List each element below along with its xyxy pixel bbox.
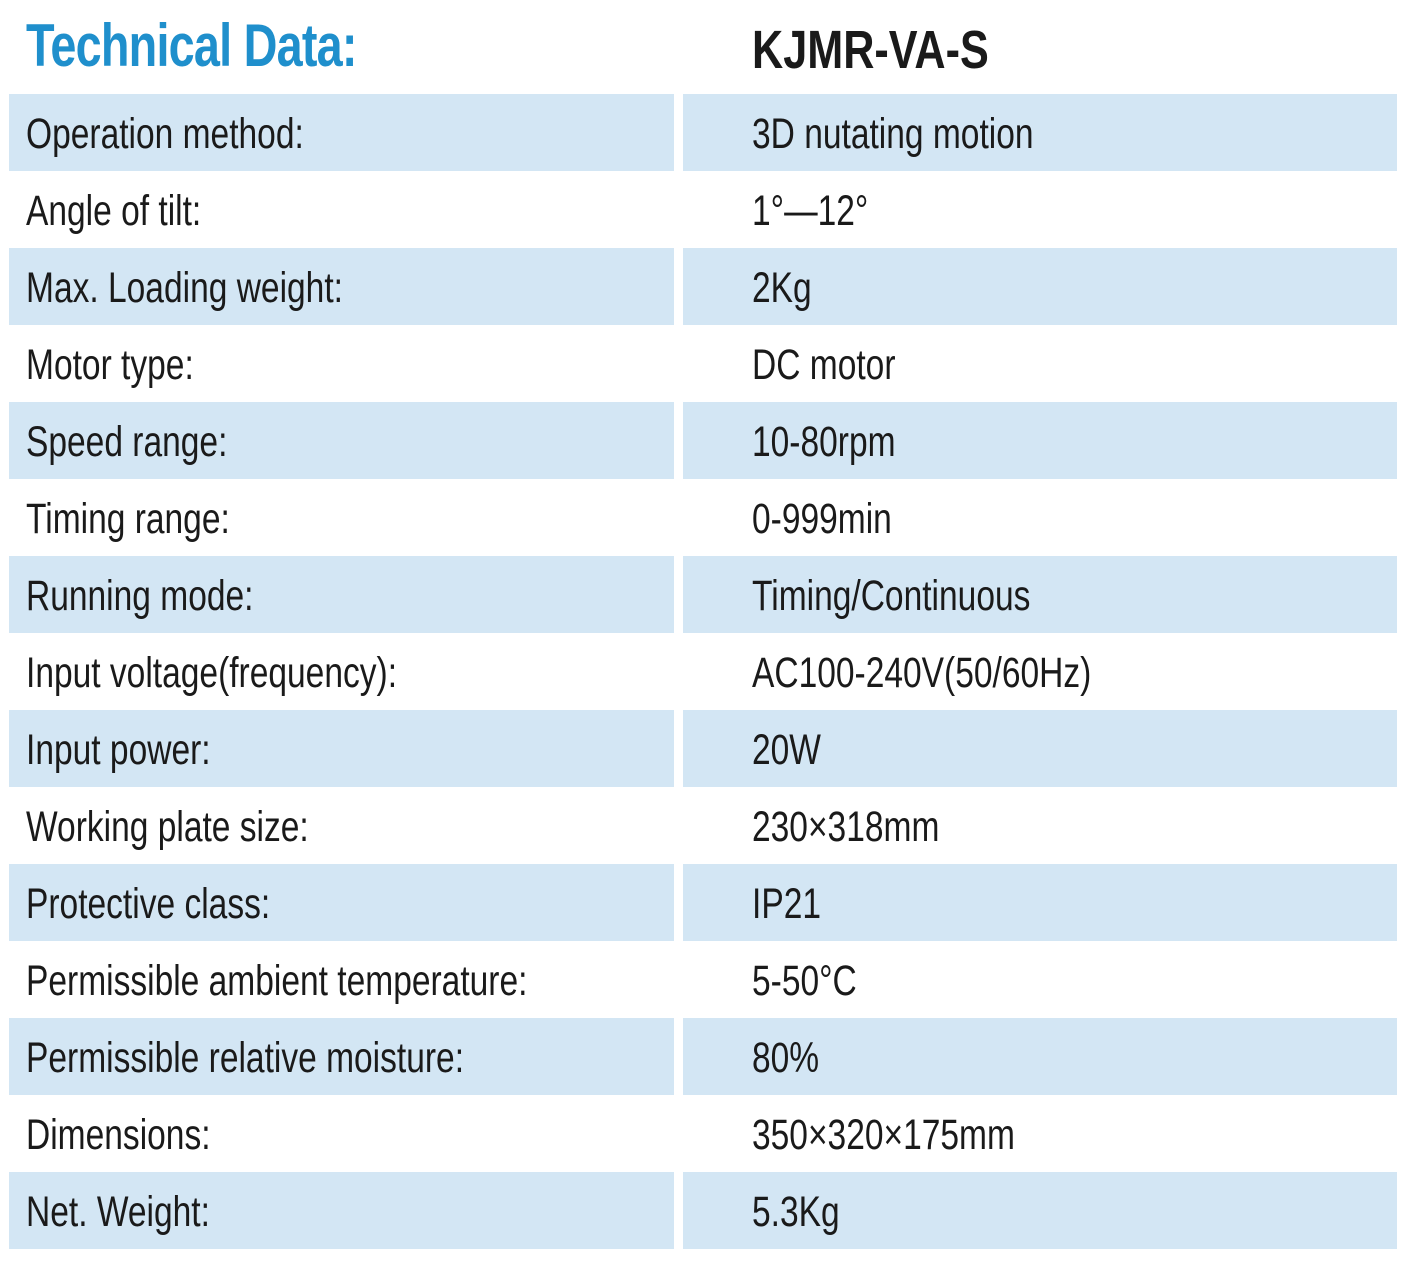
- spec-value: IP21: [752, 880, 822, 928]
- spec-table: Operation method: 3D nutating motion Ang…: [9, 94, 1397, 1249]
- spec-label-cell: Dimensions:: [9, 1095, 674, 1172]
- spec-value-cell: 0-999min: [683, 479, 1397, 556]
- spec-row-input-power: Input power: 20W: [9, 710, 1397, 787]
- spec-value-cell: 10-80rpm: [683, 402, 1397, 479]
- spec-value-cell: 350×320×175mm: [683, 1095, 1397, 1172]
- spec-label: Input voltage(frequency):: [26, 649, 398, 697]
- spec-row-dimensions: Dimensions: 350×320×175mm: [9, 1095, 1397, 1172]
- spec-label: Permissible relative moisture:: [26, 1034, 465, 1082]
- spec-label: Running mode:: [26, 572, 254, 620]
- spec-label: Motor type:: [26, 341, 194, 389]
- spec-value: 0-999min: [752, 495, 892, 543]
- spec-row-motor-type: Motor type: DC motor: [9, 325, 1397, 402]
- spec-value-cell: 5.3Kg: [683, 1172, 1397, 1249]
- spec-label: Timing range:: [26, 495, 230, 543]
- spec-value-cell: 5-50°C: [683, 941, 1397, 1018]
- spec-value-cell: 3D nutating motion: [683, 94, 1397, 171]
- spec-label: Dimensions:: [26, 1111, 211, 1159]
- spec-row-max-loading-weight: Max. Loading weight: 2Kg: [9, 248, 1397, 325]
- spec-value: 350×320×175mm: [752, 1111, 1015, 1159]
- spec-label-cell: Protective class:: [9, 864, 674, 941]
- spec-label-cell: Input power:: [9, 710, 674, 787]
- spec-label: Speed range:: [26, 418, 228, 466]
- spec-value: 5.3Kg: [752, 1188, 840, 1236]
- spec-label-cell: Permissible ambient temperature:: [9, 941, 674, 1018]
- spec-row-running-mode: Running mode: Timing/Continuous: [9, 556, 1397, 633]
- spec-row-operation-method: Operation method: 3D nutating motion: [9, 94, 1397, 171]
- spec-value: 230×318mm: [752, 803, 940, 851]
- spec-value: 20W: [752, 726, 821, 774]
- spec-label-cell: Net. Weight:: [9, 1172, 674, 1249]
- spec-label-cell: Working plate size:: [9, 787, 674, 864]
- spec-label: Permissible ambient temperature:: [26, 957, 528, 1005]
- spec-value: 10-80rpm: [752, 418, 896, 466]
- spec-label-cell: Input voltage(frequency):: [9, 633, 674, 710]
- spec-label-cell: Permissible relative moisture:: [9, 1018, 674, 1095]
- spec-label: Input power:: [26, 726, 211, 774]
- spec-row-angle-of-tilt: Angle of tilt: 1°—12°: [9, 171, 1397, 248]
- spec-value-cell: 2Kg: [683, 248, 1397, 325]
- spec-label-cell: Max. Loading weight:: [9, 248, 674, 325]
- spec-row-relative-moisture: Permissible relative moisture: 80%: [9, 1018, 1397, 1095]
- spec-label: Operation method:: [26, 110, 304, 158]
- spec-row-input-voltage: Input voltage(frequency): AC100-240V(50/…: [9, 633, 1397, 710]
- spec-value-cell: 20W: [683, 710, 1397, 787]
- spec-label: Angle of tilt:: [26, 187, 202, 235]
- spec-value: AC100-240V(50/60Hz): [752, 649, 1092, 697]
- spec-value: DC motor: [752, 341, 896, 389]
- spec-value: 3D nutating motion: [752, 110, 1034, 158]
- spec-value-cell: DC motor: [683, 325, 1397, 402]
- spec-value: 80%: [752, 1034, 820, 1082]
- spec-row-net-weight: Net. Weight: 5.3Kg: [9, 1172, 1397, 1249]
- spec-row-speed-range: Speed range: 10-80rpm: [9, 402, 1397, 479]
- spec-label: Protective class:: [26, 880, 271, 928]
- spec-label: Working plate size:: [26, 803, 309, 851]
- spec-label-cell: Motor type:: [9, 325, 674, 402]
- spec-label: Net. Weight:: [26, 1188, 210, 1236]
- spec-row-timing-range: Timing range: 0-999min: [9, 479, 1397, 556]
- spec-label-cell: Timing range:: [9, 479, 674, 556]
- spec-row-protective-class: Protective class: IP21: [9, 864, 1397, 941]
- spec-row-working-plate-size: Working plate size: 230×318mm: [9, 787, 1397, 864]
- spec-value: 1°—12°: [752, 187, 869, 235]
- spec-value-cell: 230×318mm: [683, 787, 1397, 864]
- spec-row-ambient-temperature: Permissible ambient temperature: 5-50°C: [9, 941, 1397, 1018]
- page-title: Technical Data:: [26, 12, 358, 79]
- spec-label: Max. Loading weight:: [26, 264, 343, 312]
- spec-label-cell: Speed range:: [9, 402, 674, 479]
- spec-value: Timing/Continuous: [752, 572, 1031, 620]
- spec-label-cell: Angle of tilt:: [9, 171, 674, 248]
- spec-label-cell: Operation method:: [9, 94, 674, 171]
- spec-value-cell: 80%: [683, 1018, 1397, 1095]
- spec-value-cell: IP21: [683, 864, 1397, 941]
- spec-value-cell: Timing/Continuous: [683, 556, 1397, 633]
- model-name: KJMR-VA-S: [752, 20, 989, 80]
- spec-label-cell: Running mode:: [9, 556, 674, 633]
- spec-value-cell: AC100-240V(50/60Hz): [683, 633, 1397, 710]
- spec-value: 5-50°C: [752, 957, 857, 1005]
- spec-value: 2Kg: [752, 264, 812, 312]
- spec-value-cell: 1°—12°: [683, 171, 1397, 248]
